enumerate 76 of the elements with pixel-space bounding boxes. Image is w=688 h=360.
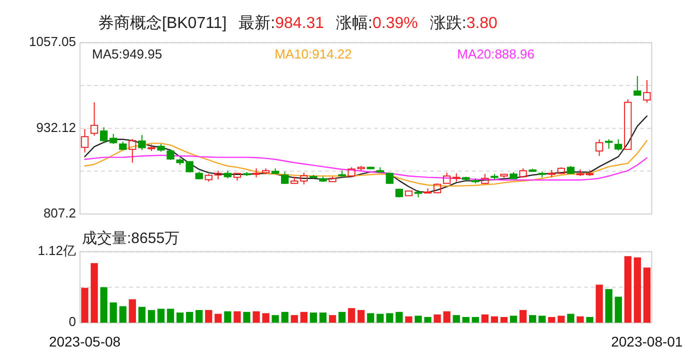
bar — [643, 268, 651, 323]
bar — [196, 310, 203, 323]
bar — [234, 311, 241, 323]
text: 涨跌:3.80 — [430, 14, 498, 32]
chart-title: 成交量:8655万 — [82, 230, 180, 247]
y-tick-label: 807.2 — [43, 205, 76, 220]
bar — [243, 312, 250, 323]
bar — [481, 314, 489, 323]
bar — [538, 316, 546, 323]
bar — [462, 316, 470, 323]
text: MA20:888.96 — [457, 46, 534, 62]
bar — [176, 312, 184, 323]
bar — [119, 306, 126, 323]
bar — [414, 316, 422, 323]
bar — [166, 308, 174, 323]
bar — [519, 310, 527, 323]
bar — [405, 316, 412, 323]
bar — [138, 306, 146, 323]
bar — [348, 308, 356, 323]
bar — [443, 311, 450, 323]
bar — [386, 313, 394, 323]
bar — [576, 316, 584, 323]
bar — [396, 312, 403, 323]
y-tick-label: 1057.05 — [29, 34, 76, 50]
bar — [376, 314, 384, 323]
bar — [634, 257, 641, 323]
bar — [472, 316, 479, 323]
bar — [214, 314, 222, 323]
bar — [548, 316, 556, 323]
bar — [128, 299, 136, 323]
bar — [586, 316, 594, 323]
bar — [81, 288, 88, 323]
bar — [605, 289, 612, 323]
bar — [614, 296, 622, 323]
bar — [596, 284, 603, 323]
bar — [224, 311, 232, 323]
bar — [624, 256, 632, 323]
text: 最新:984.31 — [238, 14, 324, 32]
bar — [424, 316, 432, 323]
bar — [310, 312, 318, 323]
bar — [500, 316, 508, 323]
bar — [262, 313, 270, 323]
bar — [338, 312, 346, 323]
text: 涨幅:0.39% — [336, 14, 418, 32]
text: MA10:914.22 — [274, 46, 352, 62]
line-series — [84, 115, 648, 193]
bar — [567, 314, 574, 323]
bar — [490, 316, 498, 323]
y-tick-label: 932.12 — [36, 120, 76, 135]
x-tick-label: 2023-05-08 — [48, 334, 121, 350]
bar — [157, 308, 165, 323]
text: MA5:949.95 — [92, 46, 162, 62]
bar — [281, 312, 288, 323]
bar — [148, 310, 156, 323]
bar — [367, 313, 374, 323]
y-tick-label: 0 — [68, 314, 76, 330]
bar — [510, 316, 518, 323]
bar — [290, 315, 298, 323]
bar — [319, 312, 327, 323]
bar — [300, 312, 308, 323]
bar — [558, 316, 565, 323]
bar — [100, 287, 108, 323]
bar — [358, 310, 365, 323]
chart-title: 券商概念[BK0711] — [98, 14, 227, 32]
bar — [452, 315, 460, 323]
bar — [272, 315, 279, 323]
bar — [252, 311, 260, 323]
bar — [529, 315, 536, 323]
bar — [434, 314, 441, 323]
bar — [90, 263, 98, 323]
bar — [328, 315, 336, 323]
bar — [110, 302, 117, 323]
bar — [205, 310, 212, 323]
x-tick-label: 2023-08-01 — [611, 334, 683, 350]
bar — [186, 312, 194, 323]
y-tick-label: 1.12亿 — [38, 243, 76, 258]
